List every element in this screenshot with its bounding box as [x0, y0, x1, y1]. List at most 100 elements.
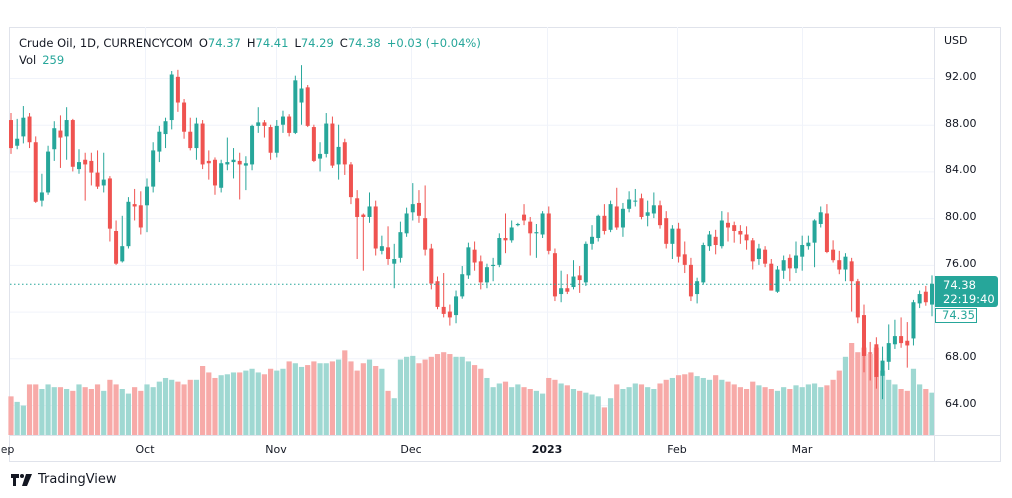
candle-body: [892, 336, 897, 345]
volume-bar: [811, 383, 818, 435]
volume-bar: [818, 387, 824, 435]
candle-body: [237, 160, 242, 165]
volume-bar: [855, 352, 861, 435]
volume-bar: [422, 359, 428, 435]
candle-body: [423, 218, 428, 250]
candle: [806, 235, 811, 250]
volume-bar: [156, 381, 162, 435]
candle: [831, 240, 836, 263]
volume-bar: [45, 384, 51, 435]
candle-body: [169, 74, 174, 121]
candle: [33, 136, 38, 203]
price-tick-label: 68.00: [945, 350, 977, 364]
volume-bar: [311, 361, 317, 435]
candle-body: [318, 153, 323, 159]
volume-bar: [162, 377, 169, 435]
volume-bar: [830, 379, 836, 435]
candles: [9, 65, 934, 400]
candle-body: [379, 246, 384, 251]
volume-bar: [206, 372, 212, 435]
candle: [416, 190, 421, 223]
candle-body: [231, 159, 236, 163]
candle: [182, 99, 187, 139]
currency-label[interactable]: USD: [944, 34, 968, 47]
candle-body: [682, 254, 687, 265]
candle-body: [806, 242, 811, 247]
candle-body: [608, 204, 613, 230]
candle-body: [874, 344, 879, 377]
candle-body: [250, 125, 255, 165]
candle-body: [95, 172, 100, 187]
tradingview-brand[interactable]: TradingView: [11, 472, 117, 487]
candle: [899, 317, 904, 348]
candle: [787, 254, 792, 282]
candle: [843, 253, 848, 282]
candle-body: [132, 204, 137, 207]
price-tick-label: 88.00: [945, 116, 977, 130]
candle-body: [602, 215, 607, 231]
candle-body: [392, 259, 397, 264]
candle: [454, 290, 459, 324]
candle-body: [243, 163, 248, 166]
candle: [225, 137, 230, 171]
candle: [515, 222, 520, 227]
candle: [781, 255, 786, 279]
candle: [571, 260, 576, 290]
volume-bar: [274, 370, 280, 435]
volume-row: Vol 259: [19, 52, 487, 69]
volume-label[interactable]: Vol: [19, 53, 37, 67]
candle: [460, 266, 465, 299]
candle: [849, 257, 854, 312]
volume-bar: [929, 392, 935, 435]
candle: [651, 192, 656, 219]
candle: [330, 116, 335, 168]
candle-body: [101, 179, 106, 186]
candle: [262, 120, 267, 138]
volume-bar: [620, 389, 626, 435]
change-value: +0.03 (+0.04%): [386, 36, 481, 50]
candle-body: [15, 138, 20, 146]
candle: [138, 191, 143, 235]
candle: [664, 211, 669, 249]
symbol-title[interactable]: Crude Oil, 1D, CURRENCYCOM: [19, 36, 193, 50]
candle: [169, 70, 174, 130]
candle: [744, 226, 749, 250]
ohlc-row: Crude Oil, 1D, CURRENCYCOM O74.37 H74.41 L7…: [19, 35, 487, 52]
volume-bar: [113, 384, 119, 435]
candle: [509, 220, 514, 243]
candle-body: [348, 164, 353, 198]
volume-bars: [8, 343, 935, 435]
candle: [695, 277, 700, 304]
candle-body: [540, 213, 545, 235]
candle: [756, 243, 761, 265]
volume-bar: [490, 387, 496, 435]
price-tick-label: 64.00: [945, 397, 977, 410]
candle: [917, 290, 922, 309]
candle-body: [324, 123, 329, 154]
volume-bar: [886, 379, 892, 435]
candle: [497, 233, 502, 268]
volume-bar: [626, 387, 632, 435]
candle-body: [658, 205, 663, 226]
volume-bar: [329, 361, 336, 435]
volume-bar: [713, 375, 719, 435]
candle: [70, 118, 75, 172]
volume-bar: [595, 396, 601, 435]
candle: [243, 156, 248, 191]
candle: [46, 145, 51, 195]
candle-body: [559, 288, 564, 295]
candle: [268, 124, 273, 160]
volume-bar: [638, 384, 645, 435]
candle-body: [175, 76, 180, 103]
volume-bar: [614, 384, 620, 435]
candle: [404, 207, 409, 237]
volume-bar: [101, 390, 107, 435]
candle: [923, 285, 928, 306]
candle: [392, 243, 397, 289]
candle-body: [163, 121, 168, 135]
candle-body: [491, 264, 496, 267]
volume-bar: [879, 370, 886, 435]
candle-body: [713, 236, 718, 246]
candle: [114, 220, 119, 265]
